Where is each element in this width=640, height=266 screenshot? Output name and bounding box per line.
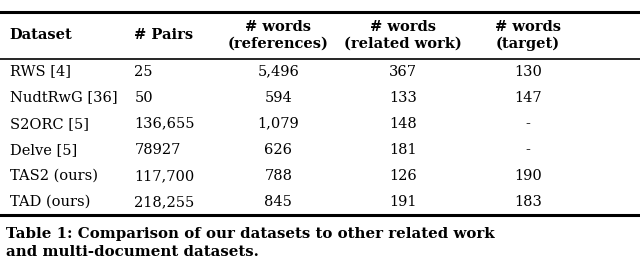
Text: 126: 126: [389, 169, 417, 183]
Text: 133: 133: [389, 91, 417, 105]
Text: 181: 181: [389, 143, 417, 157]
Text: Delve [5]: Delve [5]: [10, 143, 77, 157]
Text: 5,496: 5,496: [257, 65, 300, 78]
Text: Dataset: Dataset: [10, 28, 72, 42]
Text: # words
(references): # words (references): [228, 20, 329, 50]
Text: 147: 147: [514, 91, 542, 105]
Text: S2ORC [5]: S2ORC [5]: [10, 117, 88, 131]
Text: 367: 367: [389, 65, 417, 78]
Text: TAD (ours): TAD (ours): [10, 195, 90, 209]
Text: TAS2 (ours): TAS2 (ours): [10, 169, 97, 183]
Text: 788: 788: [264, 169, 292, 183]
Text: Table 1: Comparison of our datasets to other related work
and multi-document dat: Table 1: Comparison of our datasets to o…: [6, 227, 495, 259]
Text: 594: 594: [264, 91, 292, 105]
Text: 117,700: 117,700: [134, 169, 195, 183]
Text: # words
(related work): # words (related work): [344, 20, 462, 50]
Text: 25: 25: [134, 65, 153, 78]
Text: 148: 148: [389, 117, 417, 131]
Text: 845: 845: [264, 195, 292, 209]
Text: 50: 50: [134, 91, 153, 105]
Text: RWS [4]: RWS [4]: [10, 65, 70, 78]
Text: -: -: [525, 143, 531, 157]
Text: 626: 626: [264, 143, 292, 157]
Text: NudtRwG [36]: NudtRwG [36]: [10, 91, 117, 105]
Text: # Pairs: # Pairs: [134, 28, 193, 42]
Text: 218,255: 218,255: [134, 195, 195, 209]
Text: 183: 183: [514, 195, 542, 209]
Text: 191: 191: [390, 195, 417, 209]
Text: # words
(target): # words (target): [495, 20, 561, 51]
Text: 136,655: 136,655: [134, 117, 195, 131]
Text: 130: 130: [514, 65, 542, 78]
Text: 1,079: 1,079: [257, 117, 300, 131]
Text: 78927: 78927: [134, 143, 180, 157]
Text: 190: 190: [514, 169, 542, 183]
Text: -: -: [525, 117, 531, 131]
